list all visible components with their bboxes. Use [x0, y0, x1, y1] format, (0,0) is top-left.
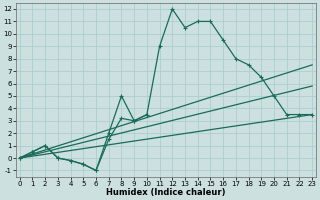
- X-axis label: Humidex (Indice chaleur): Humidex (Indice chaleur): [106, 188, 226, 197]
